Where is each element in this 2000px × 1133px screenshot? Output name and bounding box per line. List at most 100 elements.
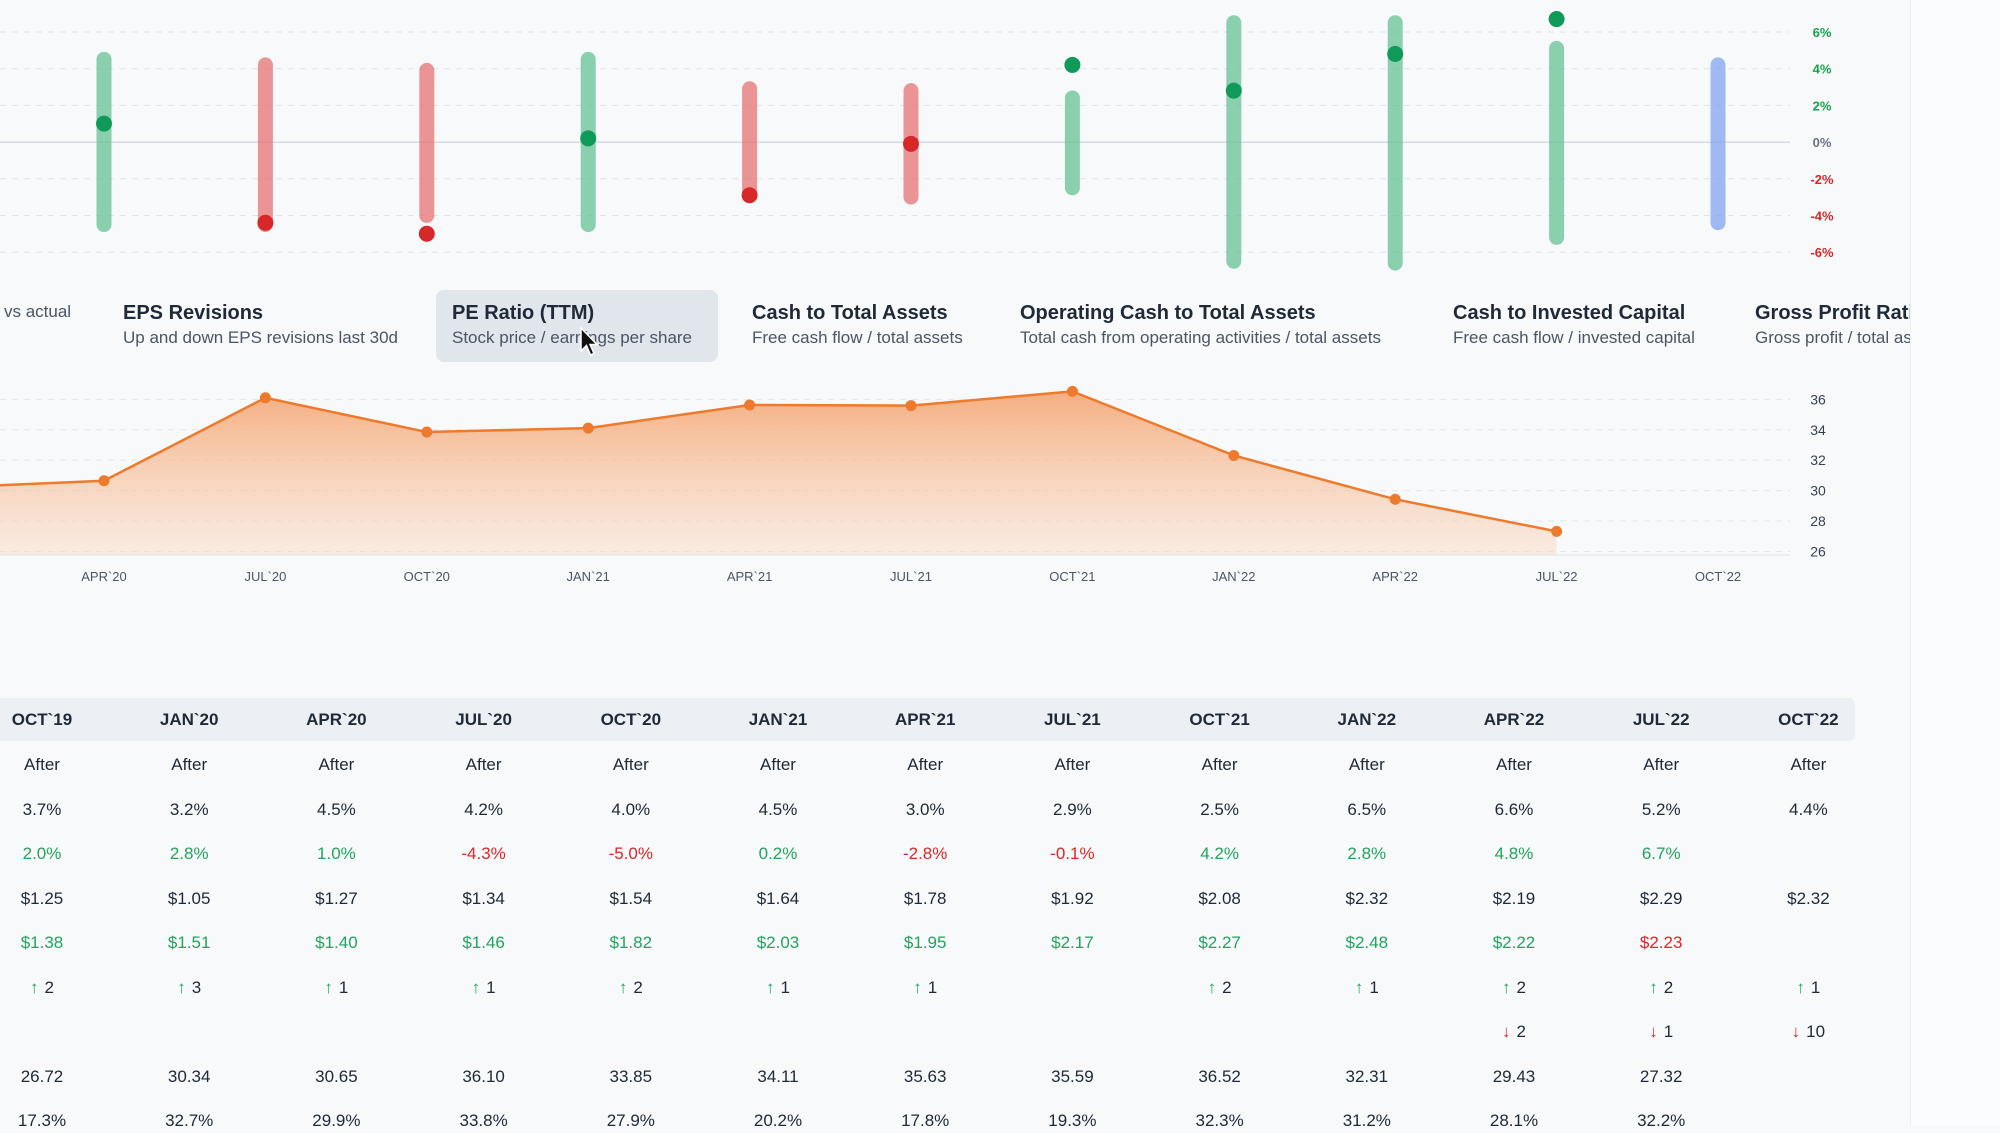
table-cell: ↑ 2 bbox=[0, 976, 112, 1000]
actual-value-dot[interactable] bbox=[1548, 11, 1565, 28]
y-tick-label: -4% bbox=[1810, 209, 1834, 224]
table-cell: 6.5% bbox=[1347, 799, 1387, 819]
table-cell: 19.3% bbox=[1048, 1111, 1097, 1130]
pe-ratio-point[interactable] bbox=[1066, 385, 1078, 397]
table-column-header[interactable]: JAN`20 bbox=[159, 710, 219, 729]
pe-ratio-point[interactable] bbox=[1551, 525, 1563, 537]
table-cell: After bbox=[612, 755, 649, 774]
tab-subtitle: Free cash flow / invested capital bbox=[1453, 328, 1695, 347]
table-cell: After bbox=[465, 755, 502, 774]
table-cell: 4.5% bbox=[317, 799, 356, 819]
tab-cash-to-invested-capital[interactable]: Cash to Invested Capital Free cash flow … bbox=[1437, 290, 1711, 362]
table-cell: 26.72 bbox=[20, 1066, 64, 1086]
table-cell: After bbox=[318, 755, 355, 774]
table-cell: ↑ 2 bbox=[1591, 976, 1731, 1000]
table-column-header[interactable]: JUL`21 bbox=[1044, 710, 1101, 729]
revision-count: 1 bbox=[1369, 977, 1379, 997]
tab-operating-cash-to-total-assets[interactable]: Operating Cash to Total Assets Total cas… bbox=[1004, 290, 1397, 362]
table-column-header[interactable]: JUL`22 bbox=[1632, 710, 1690, 729]
table-cell: 32.31 bbox=[1345, 1066, 1389, 1086]
actual-value-dot[interactable] bbox=[257, 214, 274, 231]
pe-ratio-point[interactable] bbox=[744, 399, 756, 411]
table-cell: $1.05 bbox=[167, 888, 211, 908]
tab-eps-revisions[interactable]: EPS Revisions Up and down EPS revisions … bbox=[107, 290, 414, 362]
table-cell: ↑ 1 bbox=[855, 976, 995, 1000]
table-cell: $2.32 bbox=[1345, 888, 1389, 908]
pe-ratio-point[interactable] bbox=[259, 392, 271, 404]
revision-count: 1 bbox=[1663, 1022, 1674, 1041]
tab-title: EPS Revisions bbox=[123, 302, 264, 324]
pe-ratio-point[interactable] bbox=[1228, 449, 1240, 461]
actual-value-dot[interactable] bbox=[903, 135, 919, 152]
table-cell: $1.27 bbox=[315, 888, 358, 908]
table-cell: After bbox=[1790, 755, 1827, 774]
pe-ratio-point[interactable] bbox=[421, 426, 433, 438]
table-cell: $1.46 bbox=[462, 933, 505, 952]
table-cell: $2.32 bbox=[1787, 888, 1830, 908]
table-column-header[interactable]: JAN`21 bbox=[748, 710, 808, 729]
table-column-header[interactable]: APR`21 bbox=[894, 710, 956, 729]
x-tick-label: APR`20 bbox=[81, 569, 127, 584]
pe-ratio-area-chart: 36 34 32 30 28 26 APR`20 JUL`20 OCT`20 JAN`21 APR… bbox=[0, 385, 1826, 584]
arrow-up-icon: ↑ bbox=[1796, 977, 1805, 997]
actual-value-dot[interactable] bbox=[1225, 82, 1242, 99]
table-cell: ↑ 1 bbox=[414, 976, 554, 1000]
actual-value-dot[interactable] bbox=[741, 187, 758, 204]
table-cell: $2.03 bbox=[756, 933, 800, 952]
table-cell: 20.2% bbox=[753, 1111, 803, 1130]
table-cell: 3.2% bbox=[169, 799, 209, 819]
actual-value-dot[interactable] bbox=[1064, 56, 1081, 73]
pe-ratio-point[interactable] bbox=[1389, 493, 1401, 505]
arrow-down-icon: ↓ bbox=[1791, 1022, 1801, 1041]
table-column-header[interactable]: OCT`22 bbox=[1778, 710, 1839, 729]
tab-subtitle: vs actual bbox=[4, 302, 72, 321]
table-cell: 31.2% bbox=[1342, 1111, 1391, 1130]
table-cell: $1.95 bbox=[903, 933, 947, 952]
table-column-header[interactable]: OCT`21 bbox=[1189, 710, 1250, 729]
table-cell: 4.2% bbox=[464, 799, 503, 819]
table-column-header[interactable]: OCT`20 bbox=[600, 710, 662, 729]
table-column-header[interactable]: JUL`20 bbox=[455, 710, 512, 729]
table-cell: $2.29 bbox=[1639, 888, 1683, 908]
table-cell: ↑ 1 bbox=[266, 976, 406, 1000]
actual-value-dot[interactable] bbox=[96, 115, 112, 132]
actual-value-dot[interactable] bbox=[580, 130, 597, 147]
tab-eps-surprise[interactable]: vs actual bbox=[0, 290, 87, 362]
pe-ratio-area bbox=[0, 391, 1557, 555]
x-tick-label: OCT`20 bbox=[404, 569, 450, 584]
pe-ratio-point[interactable] bbox=[582, 422, 594, 434]
actual-value-dot[interactable] bbox=[1387, 45, 1404, 62]
actual-value-dot[interactable] bbox=[418, 225, 435, 242]
y-tick-label: -6% bbox=[1810, 245, 1834, 260]
table-cell: 4.0% bbox=[611, 799, 651, 819]
y-tick-label: 36 bbox=[1810, 391, 1826, 407]
table-cell: 4.2% bbox=[1200, 844, 1239, 863]
tab-pe-ratio[interactable]: PE Ratio (TTM) Stock price / earnings pe… bbox=[436, 290, 718, 362]
y-tick-label: 34 bbox=[1810, 422, 1826, 438]
table-cell: 35.63 bbox=[903, 1066, 947, 1086]
x-tick-label: APR`21 bbox=[727, 569, 773, 584]
arrow-up-icon: ↑ bbox=[1354, 977, 1364, 997]
pe-ratio-point[interactable] bbox=[98, 475, 110, 487]
tab-gross-profit-ratio[interactable]: Gross Profit Ratio Gross profit / total … bbox=[1739, 290, 1910, 362]
table-cell: 2.9% bbox=[1053, 799, 1092, 819]
pe-ratio-point[interactable] bbox=[905, 400, 917, 412]
tab-title: Cash to Total Assets bbox=[752, 302, 948, 324]
table-column-header[interactable]: APR`22 bbox=[1483, 710, 1545, 729]
table-cell: ↑ 2 bbox=[561, 976, 701, 1000]
table-cell: $2.19 bbox=[1492, 888, 1536, 908]
table-cell: 4.5% bbox=[758, 799, 798, 819]
x-tick-label: OCT`22 bbox=[1695, 569, 1741, 584]
table-cell: After bbox=[907, 755, 944, 774]
arrow-up-icon: ↑ bbox=[324, 977, 333, 997]
table-column-header[interactable]: APR`20 bbox=[306, 710, 367, 729]
table-column-header[interactable]: OCT`19 bbox=[11, 710, 73, 729]
table-cell: 2.0% bbox=[22, 844, 62, 863]
table-cell: 5.2% bbox=[1641, 799, 1681, 819]
metric-tabs: vs actual EPS Revisions Up and down EPS … bbox=[0, 290, 1910, 364]
revision-count: 10 bbox=[1806, 1022, 1826, 1041]
table-column-header[interactable]: JAN`22 bbox=[1337, 710, 1397, 729]
table-cell: $1.38 bbox=[20, 933, 64, 952]
tab-cash-to-total-assets[interactable]: Cash to Total Assets Free cash flow / to… bbox=[736, 290, 979, 362]
x-tick-label: JAN`21 bbox=[567, 569, 610, 584]
